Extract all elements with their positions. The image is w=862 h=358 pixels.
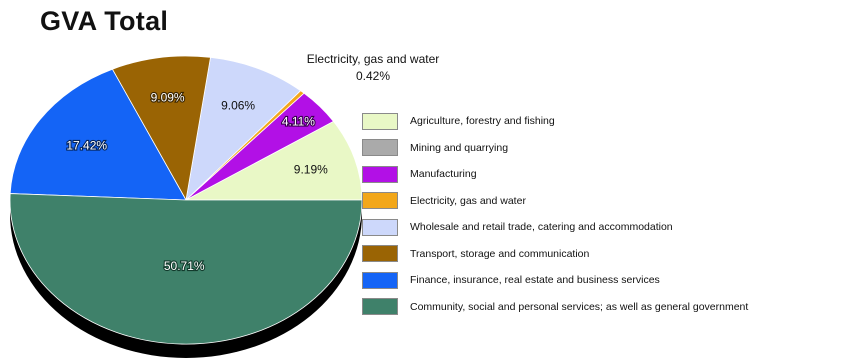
legend-item-transport-storage-and-communication: Transport, storage and communication [362, 241, 748, 268]
legend-item-wholesale-and-retail-trade-catering-and-accommodation: Wholesale and retail trade, catering and… [362, 214, 748, 241]
callout-name: Electricity, gas and water [307, 52, 440, 66]
pie-slice-transport-storage-and-communication [111, 55, 211, 202]
legend-swatch [362, 271, 398, 289]
legend-label: Finance, insurance, real estate and busi… [410, 274, 660, 287]
legend-item-finance-insurance-real-estate-and-business-services: Finance, insurance, real estate and busi… [362, 267, 748, 294]
legend-item-manufacturing: Manufacturing [362, 161, 748, 188]
legend-swatch [362, 165, 398, 183]
slice-label-wholesale-and-retail-trade-catering-and-accommodation: 9.06% [221, 99, 255, 113]
slice-label-agriculture-forestry-and-fishing: 9.19% [294, 163, 328, 177]
legend-label: Wholesale and retail trade, catering and… [410, 221, 673, 234]
legend-label: Agriculture, forestry and fishing [410, 115, 555, 128]
pie-slice-community-social-and-personal-services-as-well-as-general-government [9, 193, 363, 345]
slice-label-finance-insurance-real-estate-and-business-services: 17.42% [66, 138, 107, 152]
legend-label: Mining and quarrying [410, 141, 509, 154]
legend-label: Electricity, gas and water [410, 194, 526, 207]
legend-item-mining-and-quarrying: Mining and quarrying [362, 135, 748, 162]
legend-label: Community, social and personal services;… [410, 300, 749, 313]
legend-swatch [362, 245, 398, 263]
legend-item-electricity-gas-and-water: Electricity, gas and water [362, 188, 748, 215]
callout-value: 0.42% [356, 69, 390, 83]
legend-swatch [362, 298, 398, 316]
slice-label-community-social-and-personal-services-as-well-as-general-government: 50.71% [164, 259, 205, 273]
pie-slice-wholesale-and-retail-trade-catering-and-accommodation [185, 56, 302, 202]
legend-swatch [362, 192, 398, 210]
legend-swatch [362, 112, 398, 130]
chart-legend: Agriculture, forestry and fishing Mining … [362, 108, 748, 320]
slice-label-manufacturing: 4.11% [282, 115, 315, 129]
chart-title: GVA Total [40, 6, 169, 36]
legend-item-agriculture-forestry-and-fishing: Agriculture, forestry and fishing [362, 108, 748, 135]
legend-item-community-social-and-personal-services-as-well-as-general-government: Community, social and personal services;… [362, 294, 748, 321]
legend-swatch [362, 218, 398, 236]
legend-label: Transport, storage and communication [410, 247, 590, 260]
slice-label-transport-storage-and-communication: 9.09% [151, 90, 185, 104]
pie-slice-agriculture-forestry-and-fishing [185, 120, 363, 201]
legend-label: Manufacturing [410, 168, 477, 181]
pie-slice-finance-insurance-real-estate-and-business-services [9, 68, 187, 201]
legend-swatch [362, 139, 398, 157]
